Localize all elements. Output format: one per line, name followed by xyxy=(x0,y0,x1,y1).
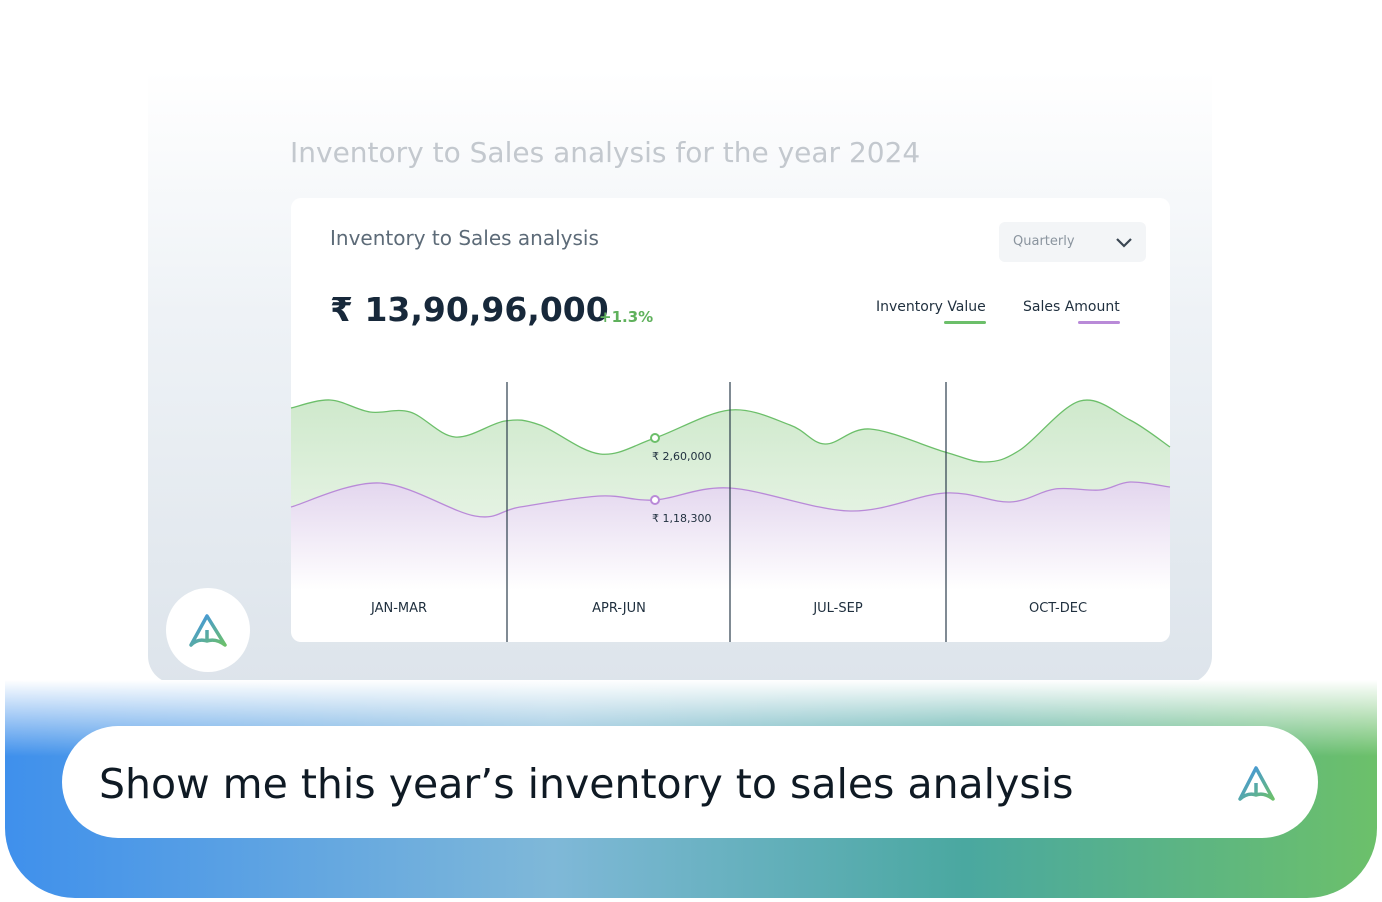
logo xyxy=(189,614,227,647)
dropdown-label[interactable]: Quarterly xyxy=(1013,234,1075,249)
total-value: ₹ 13,90,96,000 xyxy=(330,290,609,329)
quarter-label: APR-JUN xyxy=(592,601,646,616)
quarter-label: JUL-SEP xyxy=(812,601,863,616)
legend-label: Inventory Value xyxy=(876,299,986,315)
legend-swatch xyxy=(943,321,986,324)
area-line xyxy=(290,481,1171,518)
quarter-label: OCT-DEC xyxy=(1029,601,1087,616)
legend-label: Sales Amount xyxy=(1023,299,1120,315)
logo[interactable] xyxy=(1238,766,1275,801)
quarter-label: JAN-MAR xyxy=(370,601,427,616)
data-label: ₹ 2,60,000 xyxy=(652,450,711,463)
data-label: ₹ 1,18,300 xyxy=(652,512,711,525)
prompt-text[interactable]: Show me this year’s inventory to sales a… xyxy=(99,760,1074,808)
chevron[interactable] xyxy=(1116,238,1132,248)
data-point xyxy=(650,433,660,443)
card-title: Inventory to Sales analysis xyxy=(330,226,599,250)
change-value: +1.3% xyxy=(599,308,654,326)
prompt-input[interactable] xyxy=(62,726,1318,838)
data-point xyxy=(650,495,660,505)
legend-swatch xyxy=(1077,321,1120,324)
page-title: Inventory to Sales analysis for the year… xyxy=(290,136,921,169)
